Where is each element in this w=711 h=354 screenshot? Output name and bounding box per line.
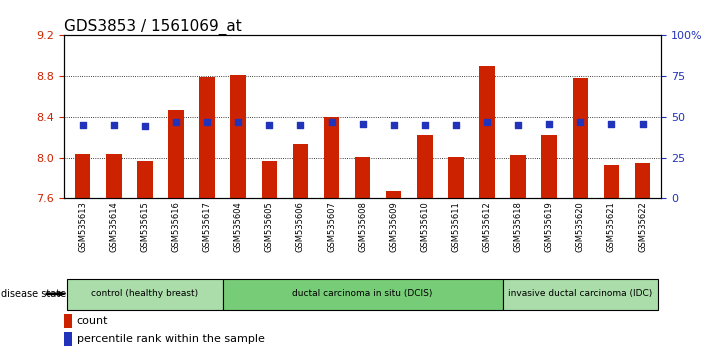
Point bbox=[201, 119, 213, 125]
Bar bbox=[75, 154, 90, 198]
Point bbox=[108, 122, 119, 128]
Bar bbox=[106, 154, 122, 198]
Bar bbox=[293, 144, 308, 198]
Point bbox=[637, 121, 648, 127]
Point bbox=[419, 122, 431, 128]
Bar bbox=[223, 279, 503, 310]
Point bbox=[513, 122, 524, 128]
Bar bbox=[479, 66, 495, 198]
Bar bbox=[137, 161, 153, 198]
Point bbox=[139, 123, 151, 129]
Bar bbox=[262, 161, 277, 198]
Bar bbox=[64, 314, 72, 328]
Bar bbox=[572, 78, 588, 198]
Bar bbox=[503, 279, 658, 310]
Point bbox=[606, 121, 617, 127]
Point bbox=[232, 119, 244, 125]
Point bbox=[450, 122, 461, 128]
Point bbox=[170, 119, 181, 125]
Text: GDS3853 / 1561069_at: GDS3853 / 1561069_at bbox=[64, 19, 242, 35]
Point bbox=[574, 119, 586, 125]
Text: ductal carcinoma in situ (DCIS): ductal carcinoma in situ (DCIS) bbox=[292, 289, 433, 298]
Bar bbox=[604, 165, 619, 198]
Bar bbox=[324, 117, 339, 198]
Bar bbox=[199, 77, 215, 198]
Bar bbox=[510, 155, 526, 198]
Bar bbox=[386, 191, 402, 198]
Bar bbox=[169, 110, 183, 198]
Point bbox=[543, 121, 555, 127]
Point bbox=[294, 122, 306, 128]
Bar bbox=[355, 156, 370, 198]
Bar bbox=[635, 162, 651, 198]
Text: disease state: disease state bbox=[1, 289, 66, 299]
Bar bbox=[64, 332, 72, 346]
Text: percentile rank within the sample: percentile rank within the sample bbox=[77, 334, 264, 344]
Bar bbox=[542, 135, 557, 198]
Point bbox=[77, 122, 88, 128]
Text: control (healthy breast): control (healthy breast) bbox=[91, 289, 198, 298]
Point bbox=[357, 121, 368, 127]
Bar bbox=[417, 135, 432, 198]
Text: invasive ductal carcinoma (IDC): invasive ductal carcinoma (IDC) bbox=[508, 289, 653, 298]
Point bbox=[264, 122, 275, 128]
Point bbox=[326, 119, 337, 125]
Bar bbox=[448, 156, 464, 198]
Text: count: count bbox=[77, 316, 108, 326]
Bar bbox=[230, 75, 246, 198]
Point bbox=[481, 119, 493, 125]
Bar bbox=[67, 279, 223, 310]
Point bbox=[388, 122, 400, 128]
